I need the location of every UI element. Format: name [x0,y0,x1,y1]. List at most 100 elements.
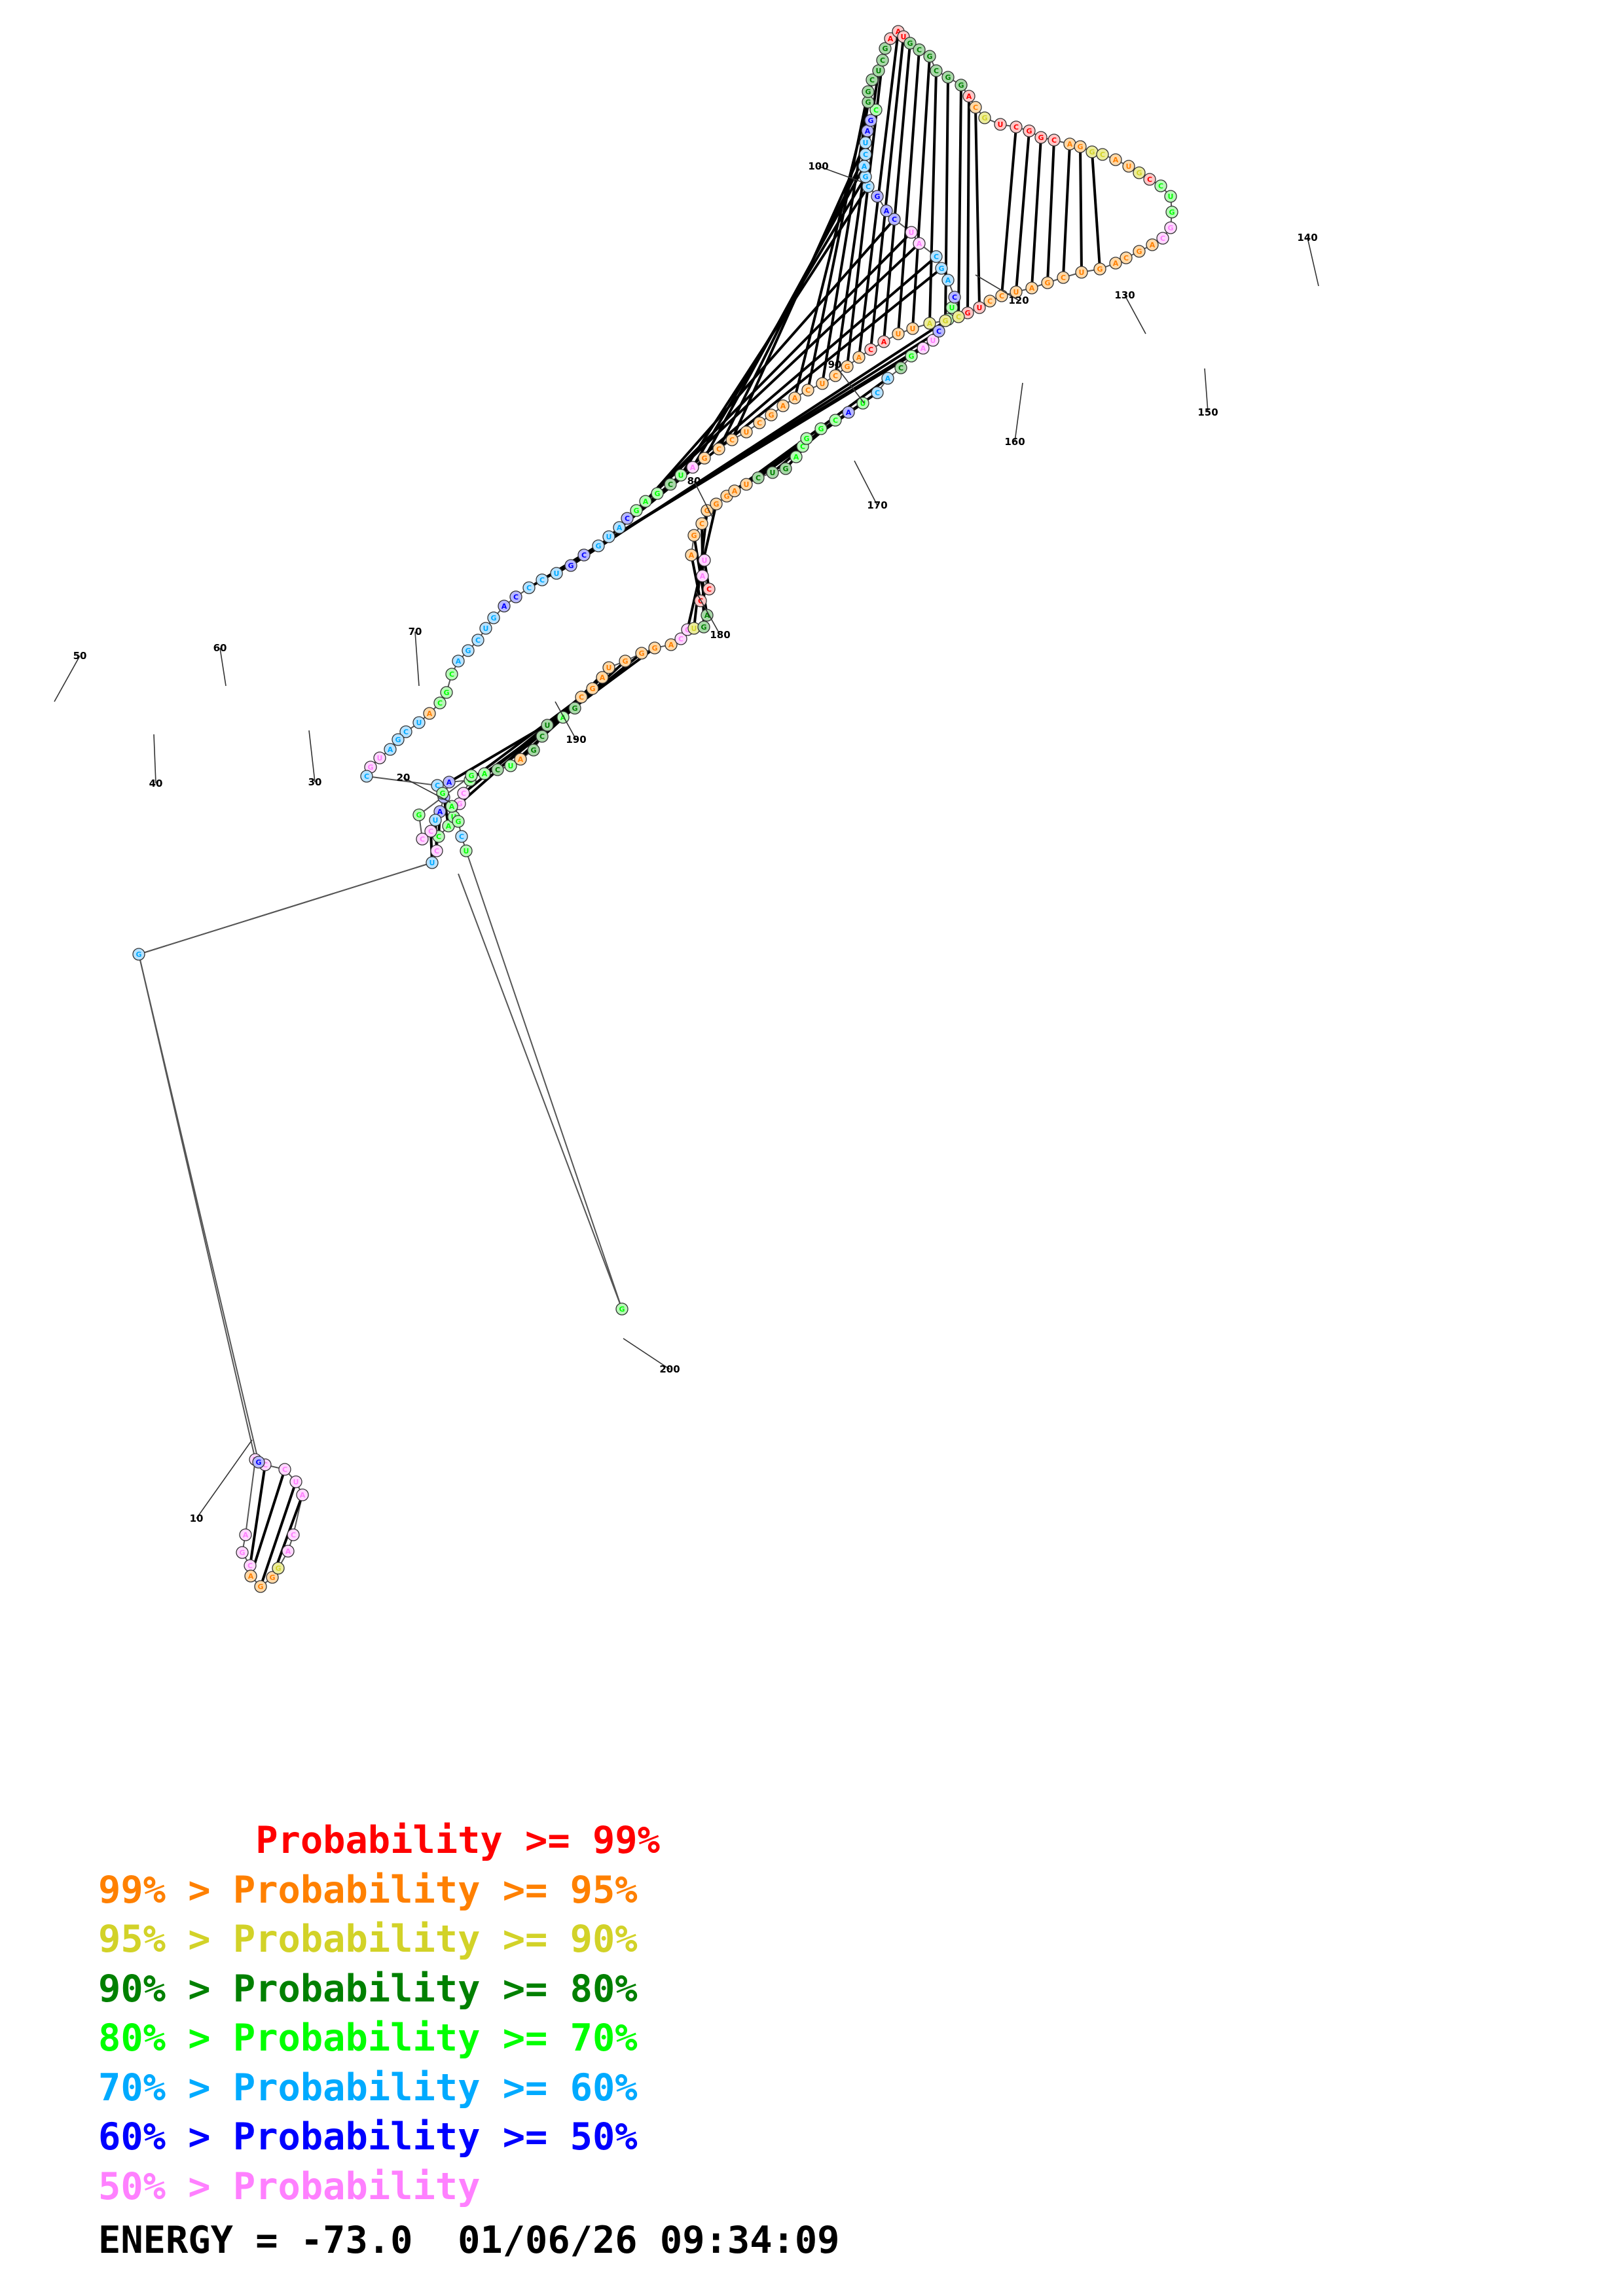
nucleotide-circle [239,1528,252,1541]
nucleotide: G [252,1456,265,1469]
nucleotide: G [939,314,952,327]
nucleotide: C [948,291,961,304]
tick-leader-line [818,166,866,184]
tick-label: 100 [808,160,828,172]
tick-leader-line [196,1439,253,1519]
nucleotide-circle [443,776,456,789]
tick-label: 190 [566,734,586,745]
nucleotide-letter: G [1136,247,1142,256]
tick-leader-line [414,631,420,687]
base-pair-line [644,218,896,503]
base-pair-line [869,36,905,350]
nucleotide-circle [800,432,813,445]
nucleotide-letter: C [437,699,443,708]
nucleotide: U [994,118,1007,131]
nucleotide-letter: A [501,602,507,611]
base-pair-line [718,154,867,450]
nucleotide: G [698,452,711,465]
nucleotide-letter: C [282,1465,287,1474]
nucleotide: G [465,769,478,782]
nucleotide: C [536,730,549,743]
nucleotide-circle [869,103,883,117]
nucleotide-letter: G [651,644,657,653]
nucleotide-letter: C [833,416,838,425]
legend-row: 70% > Probability >= 60% [98,2064,660,2113]
nucleotide-circle [491,763,504,776]
nucleotide-letter: U [860,399,866,408]
nucleotide-letter: A [885,374,891,383]
nucleotide-letter: A [388,745,393,754]
nucleotide-letter: A [1150,241,1156,249]
nucleotide-circle [888,213,901,226]
nucleotide-circle [630,504,643,517]
nucleotide-letter: G [945,73,951,82]
nucleotide-letter: A [865,127,871,135]
nucleotide-circle [779,462,792,475]
nucleotide: A [244,1570,257,1583]
nucleotide: U [698,554,711,567]
tick-leader-line [555,701,577,740]
nucleotide-circle [695,517,708,530]
nucleotide-circle [752,471,765,484]
nucleotide: G [568,702,581,715]
nucleotide-letter: U [554,569,560,578]
nucleotide-letter: U [820,380,826,388]
nucleotide-circle [479,622,492,635]
tick-leader-line [153,734,156,784]
nucleotide-letter: A [1113,156,1119,164]
base-pair-line [1091,151,1101,270]
nucleotide-letter: G [654,490,660,498]
nucleotide-circle [866,73,879,86]
tick-label: 80 [687,475,701,487]
nucleotide-letter: A [780,402,786,410]
nucleotide-letter: C [579,693,584,702]
nucleotide-circle [651,487,664,500]
base-pair-line [690,554,702,601]
nucleotide-letter: G [865,98,871,107]
nucleotide-circle [1133,245,1146,258]
nucleotide-circle [1010,120,1023,134]
nucleotide-letter: C [934,67,939,75]
nucleotide-circle [864,343,877,356]
nucleotide-circle [433,696,447,709]
nucleotide: G [440,686,453,699]
nucleotide: U [740,478,753,491]
nucleotide-circle [862,85,875,98]
nucleotide-letter: C [1051,136,1057,145]
legend-row: 99% > Probability >= 95% [98,1866,660,1916]
nucleotide-letter: C [999,292,1004,300]
nucleotide: A [556,711,570,724]
nucleotide-circle [602,530,615,543]
nucleotide-circle [296,1488,309,1501]
nucleotide: U [926,334,939,347]
nucleotide: A [596,671,609,684]
nucleotide: G [452,815,465,828]
tick-label: 200 [659,1363,680,1375]
nucleotide-circle [852,351,866,364]
nucleotide: C [1154,179,1167,192]
nucleotide-circle [917,342,930,355]
nucleotide: G [592,539,605,552]
nucleotide: G [651,487,664,500]
nucleotide-letter: G [713,500,719,509]
nucleotide-letter: C [706,585,712,594]
nucleotide-circle [973,301,986,314]
nucleotide: G [1034,131,1048,144]
nucleotide-circle [498,600,511,613]
nucleotide-letter: A [792,394,798,403]
nucleotide-letter: G [275,1564,281,1573]
base-pair-line [883,43,911,342]
nucleotide: C [287,1528,300,1541]
nucleotide-circle [674,469,687,482]
nucleotide: C [866,73,879,86]
nucleotide-letter: U [1079,268,1085,277]
nucleotide: U [973,301,986,314]
nucleotide-letter: U [1168,192,1174,201]
nucleotide-circle [440,686,453,699]
nucleotide: A [884,32,897,45]
nucleotide-letter: C [757,419,762,427]
nucleotide-letter: C [459,833,464,841]
nucleotide-circle [881,372,894,385]
nucleotide-circle [1093,262,1106,276]
nucleotide-circle [471,634,484,647]
